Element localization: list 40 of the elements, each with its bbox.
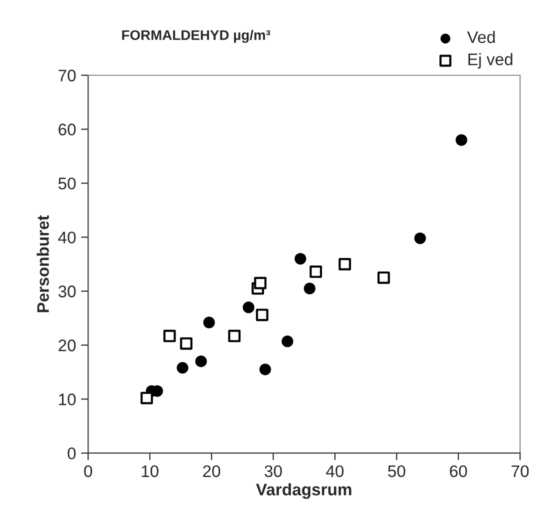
y-tick-label: 70 xyxy=(58,70,76,82)
legend-label: Ej ved xyxy=(468,53,512,69)
point xyxy=(228,330,241,342)
point xyxy=(282,336,294,348)
y-tick-label: 10 xyxy=(59,394,76,406)
point xyxy=(140,392,153,404)
point xyxy=(294,252,306,265)
point xyxy=(259,364,272,376)
point xyxy=(304,282,316,294)
point xyxy=(176,362,188,374)
x-tick-label: 0 xyxy=(84,465,92,478)
x-tick-label: 40 xyxy=(326,465,344,478)
point xyxy=(256,308,268,322)
y-tick-label: 50 xyxy=(58,178,76,190)
legend-label: Ved xyxy=(467,30,495,44)
y-tick-label: 20 xyxy=(58,340,76,352)
x-tick-label: 10 xyxy=(142,465,158,478)
chart-title: FORMALDEHYD µg/m³ xyxy=(122,30,270,43)
point xyxy=(163,330,176,342)
point xyxy=(414,232,426,244)
point xyxy=(195,356,207,368)
y-tick-label: 0 xyxy=(68,447,76,460)
x-axis-title: Vardagsrum xyxy=(256,483,352,499)
y-tick-label: 40 xyxy=(58,232,76,244)
x-tick-label: 20 xyxy=(203,465,220,478)
point xyxy=(242,302,254,314)
x-tick-label: 50 xyxy=(388,465,406,478)
y-tick-label: 30 xyxy=(58,286,76,298)
point xyxy=(203,316,215,328)
point xyxy=(456,134,468,146)
point xyxy=(254,276,266,290)
x-tick-label: 30 xyxy=(264,465,282,478)
point xyxy=(338,258,352,270)
y-tick-label: 60 xyxy=(58,124,76,136)
y-axis-title: Personburet xyxy=(36,215,49,312)
x-tick-label: 70 xyxy=(512,465,529,478)
point xyxy=(378,271,390,284)
x-tick-label: 60 xyxy=(450,465,467,478)
point xyxy=(310,266,322,278)
point xyxy=(180,337,192,350)
